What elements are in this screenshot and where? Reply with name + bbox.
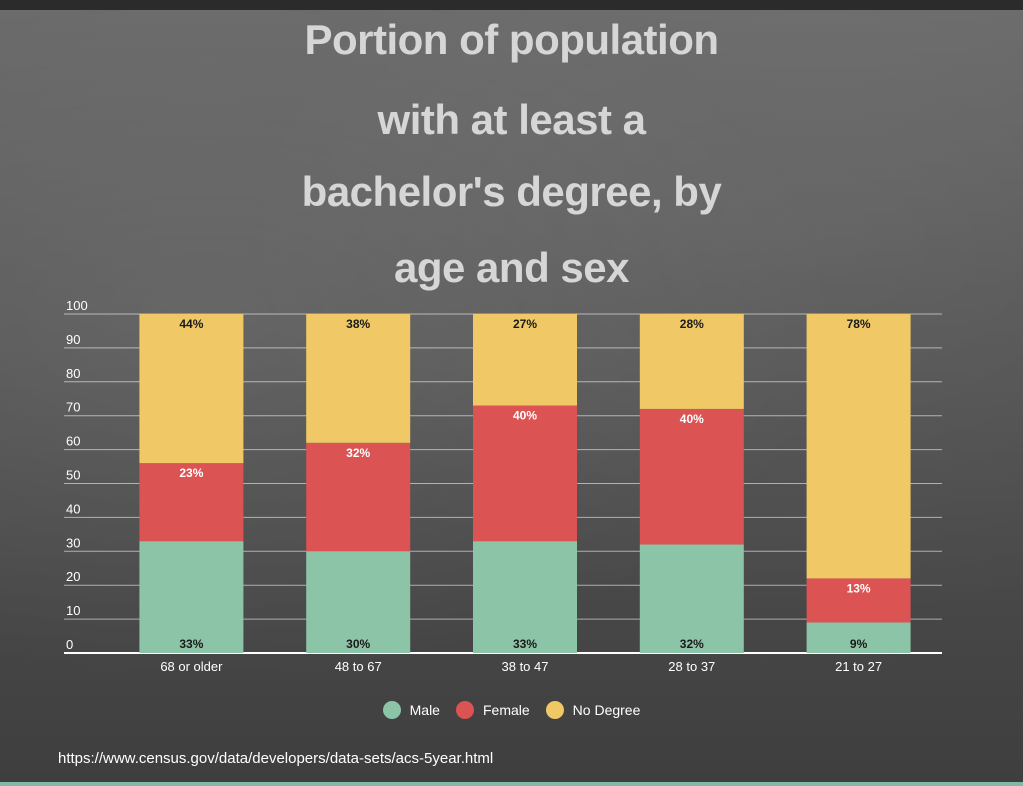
y-tick-label-100: 100 <box>66 298 88 313</box>
legend-swatch-female <box>455 701 474 719</box>
chart-legend: Male Female No Degree <box>0 701 1023 719</box>
data-label-no-degree-1: 38% <box>346 317 370 331</box>
bar-female-4 <box>806 578 911 623</box>
x-tick-label-1: 48 to 67 <box>335 659 382 674</box>
chart-title-line-1: Portion of population <box>304 16 719 63</box>
y-tick-label-30: 30 <box>66 535 80 550</box>
y-tick-label-70: 70 <box>66 400 80 415</box>
bar-female-3 <box>639 408 744 545</box>
data-label-male-0: 33% <box>179 637 203 651</box>
data-label-female-1: 32% <box>346 446 370 460</box>
bar-no-degree-2 <box>473 314 577 406</box>
legend-label-no-degree: No Degree <box>572 702 641 718</box>
legend-item-female: Female <box>455 701 530 719</box>
bar-no-degree-1 <box>306 314 411 443</box>
x-tick-label-3: 28 to 37 <box>668 659 715 674</box>
bar-male-3 <box>639 544 744 653</box>
legend-item-male: Male <box>382 701 440 719</box>
y-tick-label-40: 40 <box>66 501 80 516</box>
bar-no-degree-3 <box>639 314 744 409</box>
y-tick-label-0: 0 <box>66 637 73 652</box>
bottom-bar <box>0 782 1023 786</box>
bar-male-2 <box>473 541 577 653</box>
data-label-female-2: 40% <box>513 409 537 423</box>
y-tick-label-60: 60 <box>66 434 80 449</box>
data-label-no-degree-0: 44% <box>179 317 203 331</box>
bar-female-2 <box>473 405 577 542</box>
chart-title-line-2: with at least a <box>377 96 646 143</box>
data-label-male-4: 9% <box>850 637 868 651</box>
chart-title-line-3: bachelor's degree, by <box>301 168 722 215</box>
bar-female-0 <box>139 463 244 542</box>
bar-male-1 <box>306 551 411 653</box>
bar-no-degree-4 <box>806 314 911 579</box>
legend-swatch-no-degree <box>545 701 564 719</box>
legend-swatch-male <box>382 701 401 719</box>
data-label-male-3: 32% <box>680 637 704 651</box>
chart-title-line-4: age and sex <box>394 244 629 291</box>
x-tick-label-0: 68 or older <box>160 659 223 674</box>
y-tick-label-90: 90 <box>66 332 80 347</box>
bar-male-0 <box>139 541 244 653</box>
source-link[interactable]: https://www.census.gov/data/developers/d… <box>58 750 494 767</box>
data-label-female-4: 13% <box>847 581 871 595</box>
bar-female-1 <box>306 442 411 552</box>
legend-item-no-degree: No Degree <box>545 701 641 719</box>
data-label-male-2: 33% <box>513 637 537 651</box>
data-label-female-3: 40% <box>680 412 704 426</box>
data-label-no-degree-2: 27% <box>513 317 537 331</box>
x-tick-label-4: 21 to 27 <box>835 659 882 674</box>
bar-no-degree-0 <box>139 314 244 464</box>
y-tick-label-10: 10 <box>66 603 80 618</box>
y-tick-label-80: 80 <box>66 366 80 381</box>
x-tick-label-2: 38 to 47 <box>502 659 549 674</box>
data-label-male-1: 30% <box>346 637 370 651</box>
legend-label-male: Male <box>409 702 440 718</box>
bar-male-4 <box>806 622 911 653</box>
data-label-female-0: 23% <box>179 466 203 480</box>
data-label-no-degree-3: 28% <box>680 317 704 331</box>
top-bar <box>0 0 1023 10</box>
data-label-no-degree-4: 78% <box>847 317 871 331</box>
y-tick-label-20: 20 <box>66 569 80 584</box>
y-tick-label-50: 50 <box>66 468 80 483</box>
stacked-bar-chart: 0 10 20 30 40 50 60 70 80 90 100 33% 23% 44% 68 or old… <box>64 298 942 674</box>
legend-label-female: Female <box>482 702 530 718</box>
